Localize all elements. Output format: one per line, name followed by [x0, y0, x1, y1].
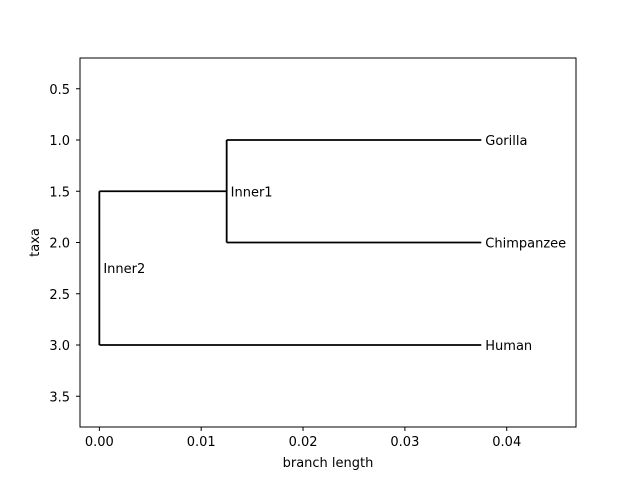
y-tick-label: 2.0: [49, 237, 70, 252]
x-axis-label: branch length: [283, 456, 374, 471]
y-tick-label: 0.5: [49, 83, 70, 98]
y-tick-label: 2.5: [49, 288, 70, 303]
node-label-gorilla: Gorilla: [485, 134, 527, 149]
node-label-inner1: Inner1: [231, 185, 273, 200]
y-tick-label: 3.0: [49, 339, 70, 354]
y-tick-label: 1.5: [49, 185, 70, 200]
y-tick-label: 1.0: [49, 134, 70, 149]
y-axis-label: taxa: [28, 228, 43, 257]
node-labels: Inner2 Inner1 Gorilla Chimpanzee Human: [103, 134, 566, 354]
x-tick-label: 0.03: [390, 435, 419, 450]
x-axis-ticks: 0.00 0.01 0.02 0.03 0.04: [85, 427, 521, 450]
node-label-inner2: Inner2: [103, 262, 145, 277]
x-tick-label: 0.00: [85, 435, 114, 450]
y-tick-label: 3.5: [49, 390, 70, 405]
x-tick-label: 0.04: [492, 435, 521, 450]
x-tick-label: 0.02: [289, 435, 318, 450]
x-tick-label: 0.01: [187, 435, 216, 450]
node-label-human: Human: [485, 339, 532, 354]
node-label-chimpanzee: Chimpanzee: [485, 237, 566, 252]
y-axis-ticks: 0.5 1.0 1.5 2.0 2.5 3.0 3.5: [49, 83, 80, 405]
tree-branches: [98, 139, 482, 346]
